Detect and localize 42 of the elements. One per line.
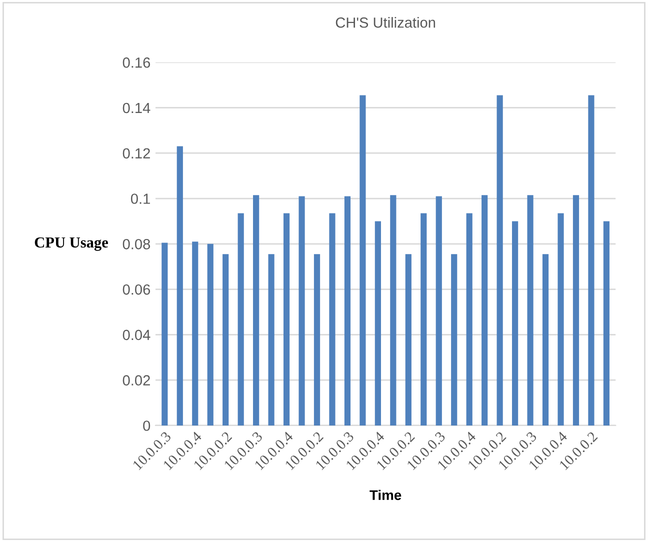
y-tick-label: 0.08 [122, 239, 150, 250]
bar [405, 254, 412, 426]
bar [572, 195, 580, 426]
bar [314, 254, 320, 426]
bar [329, 213, 336, 426]
bar [451, 254, 458, 426]
y-tick-label: 0.06 [122, 284, 150, 295]
chart-title: CH'S Utilization [336, 17, 436, 28]
bar [420, 213, 427, 426]
bar [512, 221, 518, 426]
bar [558, 213, 564, 426]
y-tick-label: 0.16 [122, 57, 150, 68]
y-tick-label: 0.04 [122, 330, 150, 340]
bar [482, 195, 488, 426]
bar [466, 213, 472, 426]
y-tick-label: 0.14 [122, 102, 150, 114]
bar [268, 254, 274, 426]
bar [344, 196, 351, 426]
bar [176, 146, 183, 426]
bar [298, 196, 305, 426]
bar [162, 242, 168, 426]
bar [588, 95, 594, 426]
y-tick-label: 0 [143, 420, 150, 431]
bar [374, 221, 381, 426]
x-axis-title: Time [370, 490, 402, 500]
bar [360, 95, 366, 426]
bar [390, 195, 396, 426]
bar [283, 213, 290, 426]
bar [603, 221, 610, 426]
bar [496, 95, 503, 426]
bar [222, 254, 229, 426]
y-axis-title: CPU Usage [34, 237, 108, 251]
y-tick-label: 0.1 [130, 194, 150, 204]
bar [253, 195, 260, 426]
bar [436, 196, 442, 426]
y-tick-label: 0.02 [122, 375, 150, 386]
bar [238, 213, 244, 426]
y-tick-label: 0.12 [122, 148, 150, 159]
bar [542, 254, 549, 426]
bar [207, 244, 214, 426]
bar [192, 242, 198, 426]
bar [527, 195, 534, 426]
